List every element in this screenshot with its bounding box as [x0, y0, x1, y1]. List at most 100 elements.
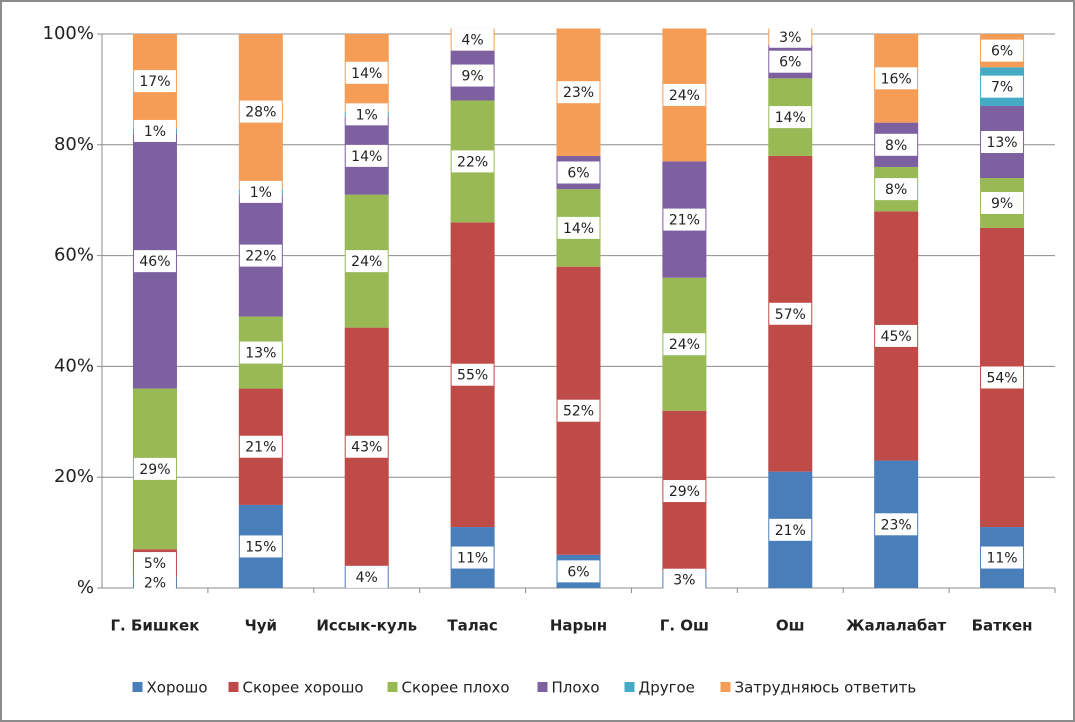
data-label: 4% — [462, 33, 484, 49]
data-label-box — [451, 28, 494, 51]
data-label: 16% — [881, 71, 912, 87]
data-label-box — [663, 568, 706, 591]
data-label-box — [451, 546, 494, 569]
x-tick-label: Чуй — [245, 617, 277, 635]
data-label: 17% — [139, 74, 170, 90]
data-label-box — [345, 61, 388, 84]
data-label-box — [239, 535, 282, 558]
data-label-box — [133, 457, 176, 480]
data-label: 8% — [885, 182, 907, 198]
data-label-box — [769, 106, 812, 129]
data-label: 3% — [673, 573, 695, 589]
data-label: 1% — [356, 107, 378, 123]
y-tick-label: 80% — [54, 134, 94, 155]
data-label-box — [557, 399, 600, 422]
x-tick-label: Баткен — [972, 617, 1033, 635]
x-tick-label: Нарын — [550, 617, 607, 635]
data-label-box — [663, 333, 706, 356]
data-label: 54% — [986, 370, 1017, 386]
data-label-box — [451, 363, 494, 386]
data-label-box — [239, 341, 282, 364]
data-label-box — [345, 565, 388, 588]
data-label-box — [451, 150, 494, 173]
data-label: 13% — [986, 135, 1017, 151]
data-label: 6% — [991, 44, 1013, 60]
data-label: 11% — [457, 551, 488, 567]
data-label-box — [451, 64, 494, 87]
data-label: 7% — [991, 80, 1013, 96]
data-label-box — [239, 100, 282, 123]
data-label-box — [345, 103, 388, 126]
data-label: 29% — [139, 462, 170, 478]
data-label: 15% — [245, 539, 276, 555]
data-label-box — [133, 70, 176, 93]
legend-label: Другое — [639, 679, 695, 697]
x-tick-label: Г. Бишкек — [110, 617, 199, 635]
y-tick-label: 40% — [54, 355, 94, 376]
legend-label: Скорее хорошо — [243, 679, 364, 697]
data-label-box — [557, 216, 600, 239]
data-label-box — [769, 25, 812, 48]
data-label: 22% — [457, 154, 488, 170]
data-label-box — [875, 324, 918, 347]
data-label-box — [981, 366, 1024, 389]
legend-swatch — [537, 682, 548, 692]
data-label-box — [133, 250, 176, 273]
data-label-box — [769, 518, 812, 541]
data-label-box — [981, 39, 1024, 62]
legend-label: Плохо — [552, 679, 600, 697]
data-label: 13% — [245, 346, 276, 362]
data-label: 21% — [775, 523, 806, 539]
data-label: 55% — [457, 368, 488, 384]
data-label-box — [875, 513, 918, 536]
data-label-box — [981, 546, 1024, 569]
legend-swatch — [132, 682, 143, 692]
data-label: 46% — [139, 254, 170, 270]
data-label-box — [875, 67, 918, 90]
data-label-box — [981, 131, 1024, 154]
data-label: 8% — [885, 138, 907, 154]
data-label: 24% — [669, 337, 700, 353]
data-label-box — [239, 435, 282, 458]
data-label-box — [981, 75, 1024, 98]
data-label: 14% — [775, 110, 806, 126]
data-label-box — [345, 144, 388, 167]
data-label: 2% — [144, 575, 166, 591]
data-label-box — [133, 552, 176, 575]
data-label-box — [663, 480, 706, 503]
legend-swatch — [228, 682, 239, 692]
x-tick-label: Талас — [447, 617, 497, 635]
data-label: 9% — [991, 196, 1013, 212]
x-tick-label: Иссык-куль — [316, 617, 417, 635]
data-label: 23% — [881, 517, 912, 533]
data-label: 14% — [351, 66, 382, 82]
data-label-box — [133, 571, 176, 594]
data-label-box — [663, 208, 706, 231]
x-tick-label: Г. Ош — [660, 617, 709, 635]
x-tick-label: Ош — [776, 617, 805, 635]
data-label: 52% — [563, 404, 594, 420]
legend-swatch — [387, 682, 398, 692]
data-label-box — [557, 560, 600, 583]
legend-label: Хорошо — [147, 679, 208, 697]
legend-label: Скорее плохо — [402, 679, 510, 697]
data-label-box — [239, 180, 282, 203]
data-label: 45% — [881, 329, 912, 345]
data-label: 14% — [563, 221, 594, 237]
data-label: 1% — [144, 124, 166, 140]
legend-swatch — [624, 682, 635, 692]
data-label-box — [345, 250, 388, 273]
data-label: 14% — [351, 149, 382, 165]
data-label: 1% — [250, 185, 272, 201]
data-label: 29% — [669, 484, 700, 500]
data-label-box — [875, 178, 918, 201]
data-label-box — [557, 161, 600, 184]
data-label-box — [875, 133, 918, 156]
data-label: 5% — [144, 556, 166, 572]
data-label: 43% — [351, 440, 382, 456]
y-tick-label: % — [77, 577, 94, 598]
data-label: 6% — [567, 166, 589, 182]
data-label-box — [663, 83, 706, 106]
data-label: 9% — [462, 69, 484, 85]
